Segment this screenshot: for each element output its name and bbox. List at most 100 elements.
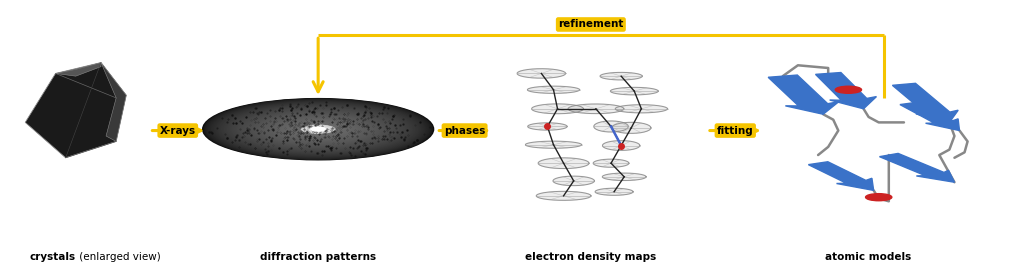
Circle shape bbox=[296, 123, 340, 135]
Circle shape bbox=[291, 122, 345, 137]
Circle shape bbox=[263, 114, 374, 144]
Polygon shape bbox=[595, 188, 633, 195]
Circle shape bbox=[229, 105, 407, 153]
Circle shape bbox=[221, 103, 415, 155]
Text: X-rays: X-rays bbox=[160, 126, 196, 135]
Circle shape bbox=[299, 124, 337, 134]
Text: atomic models: atomic models bbox=[825, 252, 912, 262]
Circle shape bbox=[215, 101, 421, 157]
Circle shape bbox=[311, 127, 325, 131]
FancyArrow shape bbox=[815, 73, 877, 109]
Circle shape bbox=[282, 119, 355, 139]
Circle shape bbox=[308, 126, 328, 132]
Polygon shape bbox=[610, 87, 659, 95]
FancyArrow shape bbox=[880, 153, 954, 182]
Circle shape bbox=[209, 100, 427, 159]
Circle shape bbox=[219, 103, 417, 156]
Polygon shape bbox=[527, 86, 580, 93]
Text: diffraction patterns: diffraction patterns bbox=[261, 252, 376, 262]
Circle shape bbox=[279, 119, 358, 140]
FancyArrow shape bbox=[893, 83, 958, 122]
Circle shape bbox=[271, 116, 366, 142]
Circle shape bbox=[268, 116, 369, 143]
Text: fitting: fitting bbox=[717, 126, 753, 135]
Circle shape bbox=[256, 112, 381, 146]
Circle shape bbox=[258, 113, 379, 146]
Circle shape bbox=[315, 128, 321, 130]
Circle shape bbox=[231, 106, 405, 153]
Polygon shape bbox=[612, 122, 651, 133]
Circle shape bbox=[234, 107, 402, 152]
Circle shape bbox=[295, 123, 341, 135]
Polygon shape bbox=[528, 123, 568, 130]
Circle shape bbox=[259, 113, 378, 145]
Circle shape bbox=[206, 99, 430, 159]
Circle shape bbox=[208, 100, 428, 159]
Circle shape bbox=[292, 122, 344, 136]
Circle shape bbox=[245, 110, 391, 149]
Circle shape bbox=[311, 127, 325, 131]
Circle shape bbox=[235, 107, 401, 152]
Circle shape bbox=[302, 125, 334, 134]
Circle shape bbox=[288, 121, 348, 137]
FancyArrow shape bbox=[808, 162, 874, 190]
Circle shape bbox=[218, 102, 418, 156]
Circle shape bbox=[236, 107, 399, 151]
Polygon shape bbox=[531, 104, 584, 114]
Circle shape bbox=[226, 104, 410, 154]
Circle shape bbox=[216, 102, 420, 157]
Circle shape bbox=[211, 100, 425, 158]
Text: crystals: crystals bbox=[29, 252, 76, 262]
Circle shape bbox=[283, 120, 353, 139]
Circle shape bbox=[298, 124, 338, 135]
Polygon shape bbox=[517, 69, 566, 78]
Text: (enlarged view): (enlarged view) bbox=[76, 252, 161, 262]
Circle shape bbox=[213, 101, 422, 157]
Polygon shape bbox=[25, 63, 126, 158]
Polygon shape bbox=[600, 72, 642, 80]
Polygon shape bbox=[56, 63, 101, 76]
Circle shape bbox=[281, 119, 356, 139]
Circle shape bbox=[273, 117, 364, 141]
Circle shape bbox=[305, 126, 331, 133]
Text: refinement: refinement bbox=[559, 20, 623, 29]
Circle shape bbox=[314, 128, 322, 130]
Circle shape bbox=[294, 123, 342, 136]
Circle shape bbox=[242, 109, 394, 150]
Circle shape bbox=[301, 125, 335, 134]
Circle shape bbox=[252, 112, 384, 147]
Circle shape bbox=[866, 194, 892, 201]
Circle shape bbox=[269, 116, 368, 143]
Polygon shape bbox=[538, 158, 589, 169]
Circle shape bbox=[278, 118, 359, 140]
Circle shape bbox=[203, 98, 433, 160]
Text: electron density maps: electron density maps bbox=[525, 252, 656, 262]
Circle shape bbox=[224, 104, 412, 154]
Circle shape bbox=[225, 104, 411, 154]
Circle shape bbox=[266, 115, 371, 143]
Polygon shape bbox=[602, 173, 646, 181]
Circle shape bbox=[202, 98, 434, 160]
Circle shape bbox=[241, 109, 395, 150]
Circle shape bbox=[304, 125, 332, 133]
Circle shape bbox=[248, 110, 388, 148]
Circle shape bbox=[289, 121, 347, 137]
Circle shape bbox=[249, 111, 387, 148]
Circle shape bbox=[312, 128, 324, 131]
Polygon shape bbox=[593, 159, 629, 167]
Circle shape bbox=[275, 118, 362, 141]
Polygon shape bbox=[101, 63, 126, 141]
Circle shape bbox=[314, 128, 322, 130]
Circle shape bbox=[309, 127, 327, 132]
Circle shape bbox=[232, 106, 404, 152]
Circle shape bbox=[835, 86, 862, 93]
Circle shape bbox=[286, 120, 350, 138]
Circle shape bbox=[222, 103, 414, 155]
Circle shape bbox=[255, 112, 382, 146]
FancyArrow shape bbox=[769, 75, 838, 114]
Circle shape bbox=[247, 110, 389, 148]
Polygon shape bbox=[615, 105, 668, 113]
Circle shape bbox=[261, 113, 376, 145]
Circle shape bbox=[285, 120, 351, 138]
Circle shape bbox=[262, 114, 375, 144]
